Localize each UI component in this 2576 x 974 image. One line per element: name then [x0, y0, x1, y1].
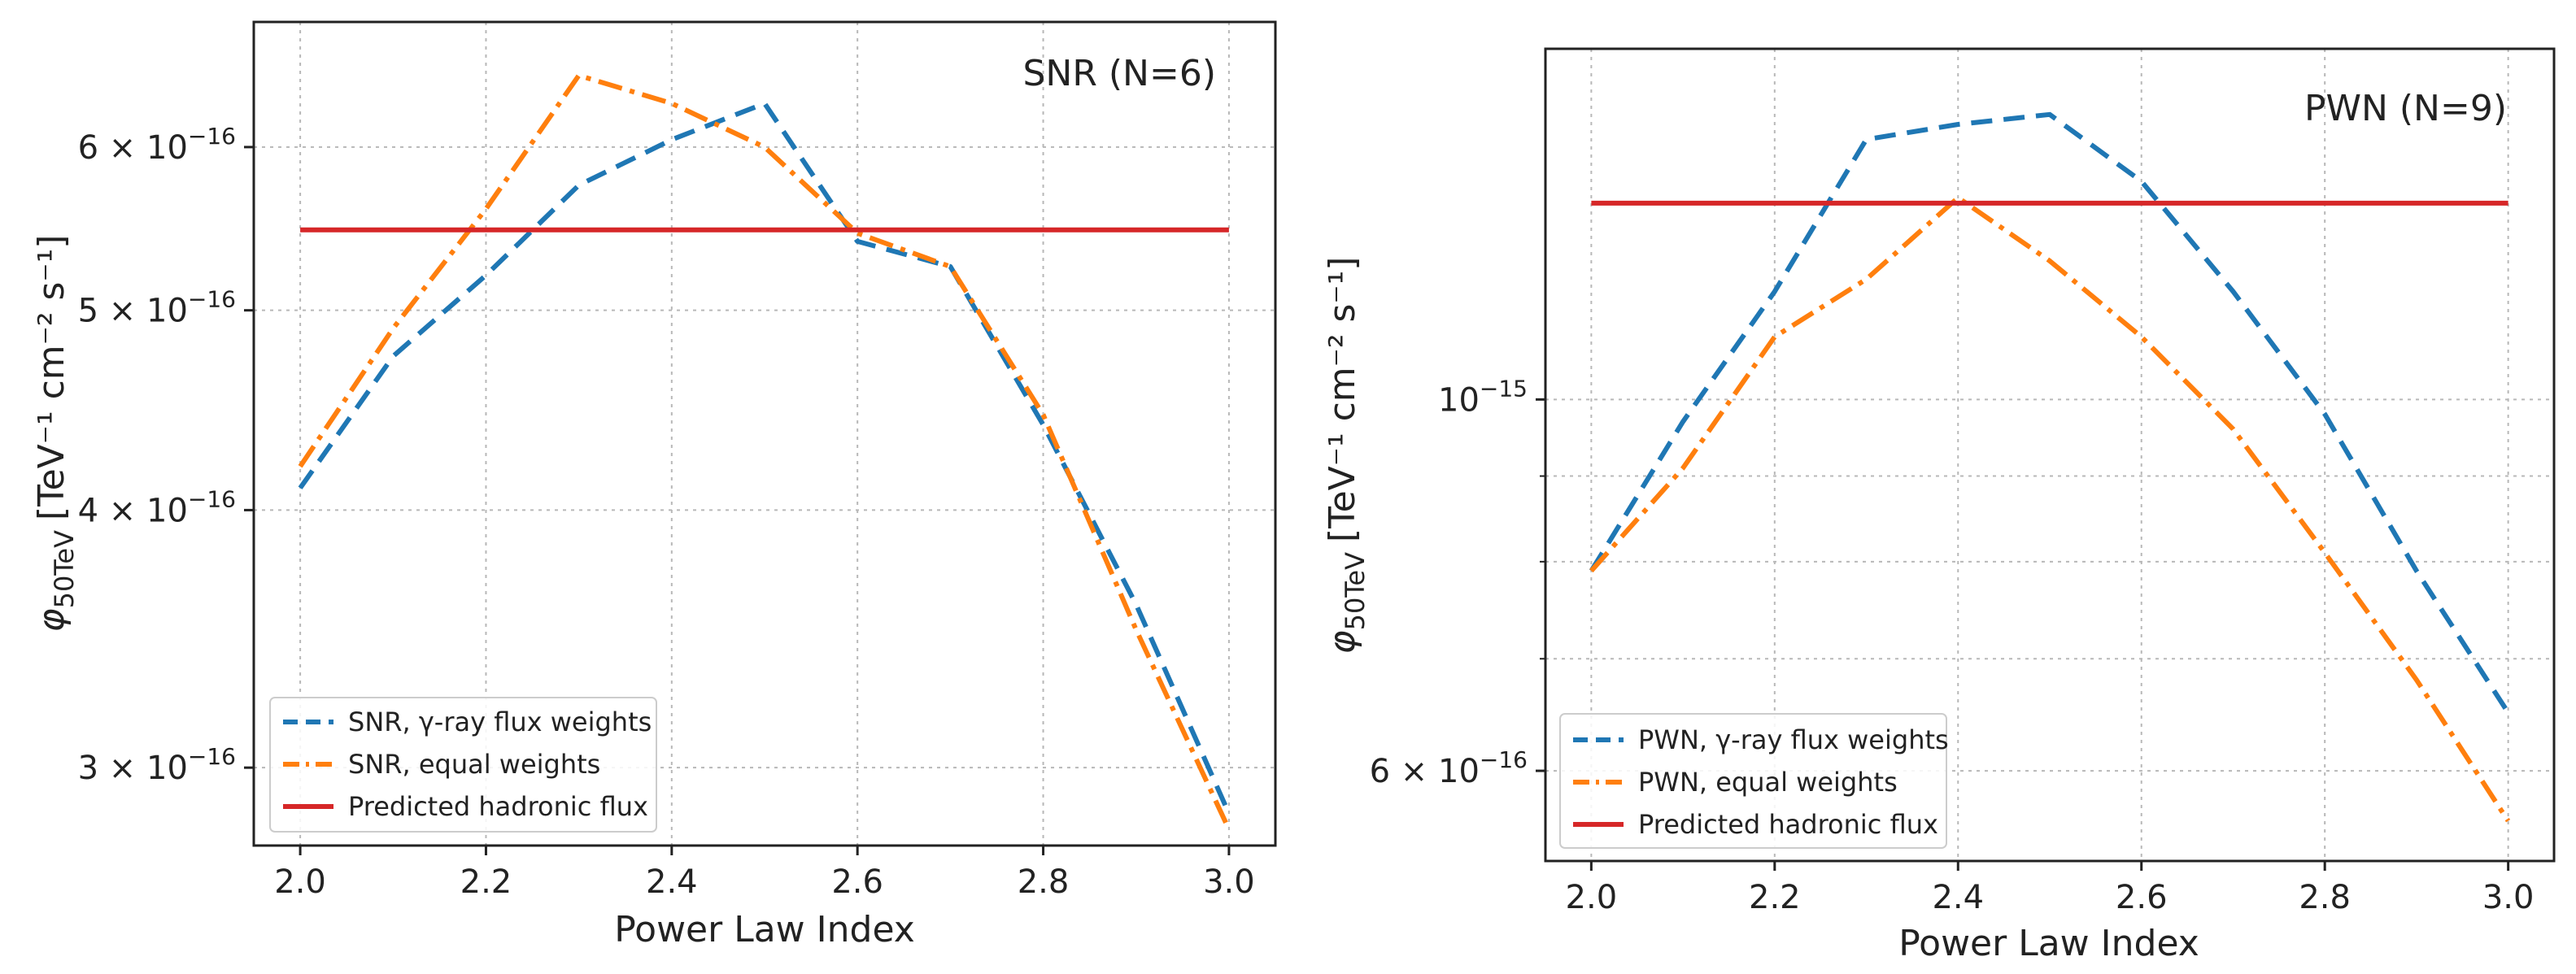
snr-panel: 2.0 2.2 2.4 2.6 2.8 3.0 3 × 10−16 4 × 10−16 5 × …	[31, 20, 1277, 950]
pwn-xtick-label-1: 2.2	[1749, 879, 1801, 916]
pwn-x-axis-label: Power Law Index	[1898, 923, 2199, 964]
snr-annotation: SNR (N=6)	[1022, 53, 1216, 94]
pwn-legend: PWN, γ-ray flux weights PWN, equal weigh…	[1559, 713, 1949, 849]
pwn-ylabel-units: [TeV⁻¹ cm⁻² s⁻¹]	[1322, 257, 1363, 542]
pwn-legend-label-equal: PWN, equal weights	[1638, 767, 1898, 798]
pwn-xtick-label-3: 2.6	[2116, 879, 2168, 916]
pwn-annotation: PWN (N=9)	[2304, 88, 2507, 129]
snr-ticks: 2.0 2.2 2.4 2.6 2.8 3.0 3 × 10−16 4 × 10−16 5 × …	[78, 123, 1255, 901]
pwn-series-pwn-equal-weights	[1589, 195, 2511, 823]
snr-series-snr-equal-weights	[298, 72, 1231, 831]
snr-plot-frame	[252, 20, 1277, 847]
pwn-series	[1589, 111, 2511, 823]
pwn-series-pwn-ray-flux-weights	[1589, 111, 2511, 715]
snr-xtick-label-4: 2.8	[1018, 863, 1070, 901]
pwn-plot-frame	[1544, 47, 2556, 863]
snr-x-axis-label: Power Law Index	[614, 909, 915, 950]
snr-ylabel-sub: 50TeV	[49, 530, 80, 609]
snr-legend-label-hadronic: Predicted hadronic flux	[348, 791, 648, 822]
pwn-xtick-label-5: 3.0	[2482, 879, 2535, 916]
snr-xtick-label-2: 2.4	[646, 863, 698, 901]
snr-legend: SNR, γ-ray flux weights SNR, equal weigh…	[269, 697, 657, 833]
snr-ylabel-units: [TeV⁻¹ cm⁻² s⁻¹]	[31, 235, 72, 520]
pwn-legend-box	[1559, 713, 1947, 849]
snr-ylabel-symbol: φ	[31, 608, 72, 632]
pwn-ylabel-sub: 50TeV	[1340, 552, 1371, 631]
snr-xtick-label-3: 2.6	[831, 863, 883, 901]
pwn-panel: 2.0 2.2 2.4 2.6 2.8 3.0 6 × 10−16 10−15 PWN (N=…	[1322, 47, 2556, 964]
pwn-xtick-label-2: 2.4	[1932, 879, 1984, 916]
snr-xtick-label-0: 2.0	[274, 863, 326, 901]
snr-legend-box	[269, 697, 657, 833]
pwn-y-axis-label: φ50TeV [TeV⁻¹ cm⁻² s⁻¹]	[1322, 257, 1371, 654]
snr-legend-label-equal: SNR, equal weights	[348, 749, 600, 780]
pwn-legend-label-gamma: PWN, γ-ray flux weights	[1638, 724, 1949, 755]
snr-xtick-label-5: 3.0	[1203, 863, 1255, 901]
pwn-ytick-label-0: 6 × 10−16	[1370, 746, 1528, 790]
pwn-xtick-label-0: 2.0	[1566, 879, 1618, 916]
snr-series	[298, 72, 1231, 831]
snr-ytick-label-2: 5 × 10−16	[78, 286, 236, 330]
pwn-ylabel-symbol: φ	[1322, 630, 1363, 654]
pwn-ticks: 2.0 2.2 2.4 2.6 2.8 3.0 6 × 10−16 10−15	[1370, 375, 2535, 916]
snr-ytick-label-3: 6 × 10−16	[78, 123, 236, 167]
snr-xtick-label-1: 2.2	[460, 863, 512, 901]
snr-series-snr-ray-flux-weights	[298, 101, 1231, 815]
snr-ytick-label-0: 3 × 10−16	[78, 743, 236, 787]
pwn-legend-label-hadronic: Predicted hadronic flux	[1638, 809, 1938, 840]
snr-y-axis-label: φ50TeV [TeV⁻¹ cm⁻² s⁻¹]	[31, 235, 80, 633]
pwn-xtick-label-4: 2.8	[2299, 879, 2351, 916]
snr-ytick-label-1: 4 × 10−16	[78, 485, 236, 529]
pwn-ytick-label-1: 10−15	[1438, 375, 1528, 419]
snr-legend-label-gamma: SNR, γ-ray flux weights	[348, 707, 652, 737]
